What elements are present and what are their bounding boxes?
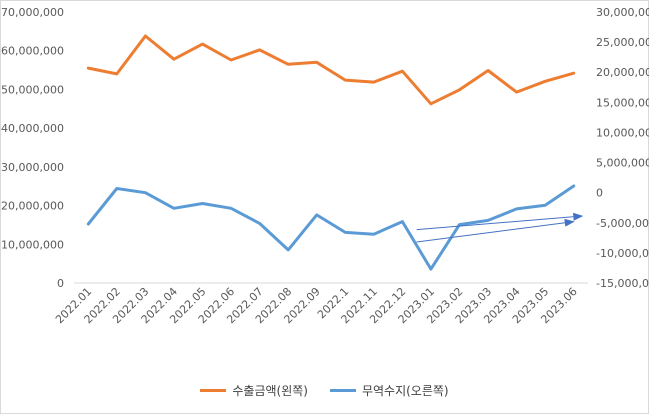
- legend-swatch-export: [200, 389, 227, 392]
- export-trend-arrow: [416, 212, 584, 231]
- legend-swatch-trade-balance: [329, 389, 356, 392]
- trade-balance-line: [86, 184, 576, 271]
- legend-item-export: 수출금액(왼쪽): [200, 382, 308, 399]
- right-axis-tick-label: -10,000,000: [596, 247, 649, 260]
- left-axis-tick-label: 40,000,000: [1, 122, 64, 135]
- left-axis-tick-label: 70,000,000: [1, 6, 64, 19]
- right-axis-tick-label: -15,000,000: [596, 277, 649, 290]
- right-axis-tick-label: -5,000,000: [596, 217, 649, 230]
- chart-legend: 수출금액(왼쪽) 무역수지(오른쪽): [0, 382, 649, 399]
- right-axis-tick-label: 30,000,000: [596, 6, 649, 19]
- right-axis-tick-label: 5,000,000: [596, 157, 649, 170]
- right-axis-tick-label: 20,000,000: [596, 66, 649, 79]
- left-axis-tick-label: 60,000,000: [1, 45, 64, 58]
- legend-label-trade-balance: 무역수지(오른쪽): [361, 384, 449, 398]
- right-axis-tick-label: 10,000,000: [596, 126, 649, 139]
- export-amount-line: [86, 34, 576, 106]
- left-axis-tick-label: 0: [57, 277, 64, 290]
- right-axis-tick-label: 15,000,000: [596, 96, 649, 109]
- left-axis-tick-label: 50,000,000: [1, 83, 64, 96]
- left-axis-tick-label: 30,000,000: [1, 161, 64, 174]
- legend-item-trade-balance: 무역수지(오른쪽): [329, 382, 449, 399]
- left-axis-tick-label: 10,000,000: [1, 238, 64, 251]
- left-axis-tick-label: 20,000,000: [1, 200, 64, 213]
- legend-label-export: 수출금액(왼쪽): [232, 384, 308, 398]
- trade-balance-trend-arrow: [416, 218, 575, 243]
- right-axis-tick-label: 0: [596, 187, 603, 200]
- right-axis-tick-label: 25,000,000: [596, 36, 649, 49]
